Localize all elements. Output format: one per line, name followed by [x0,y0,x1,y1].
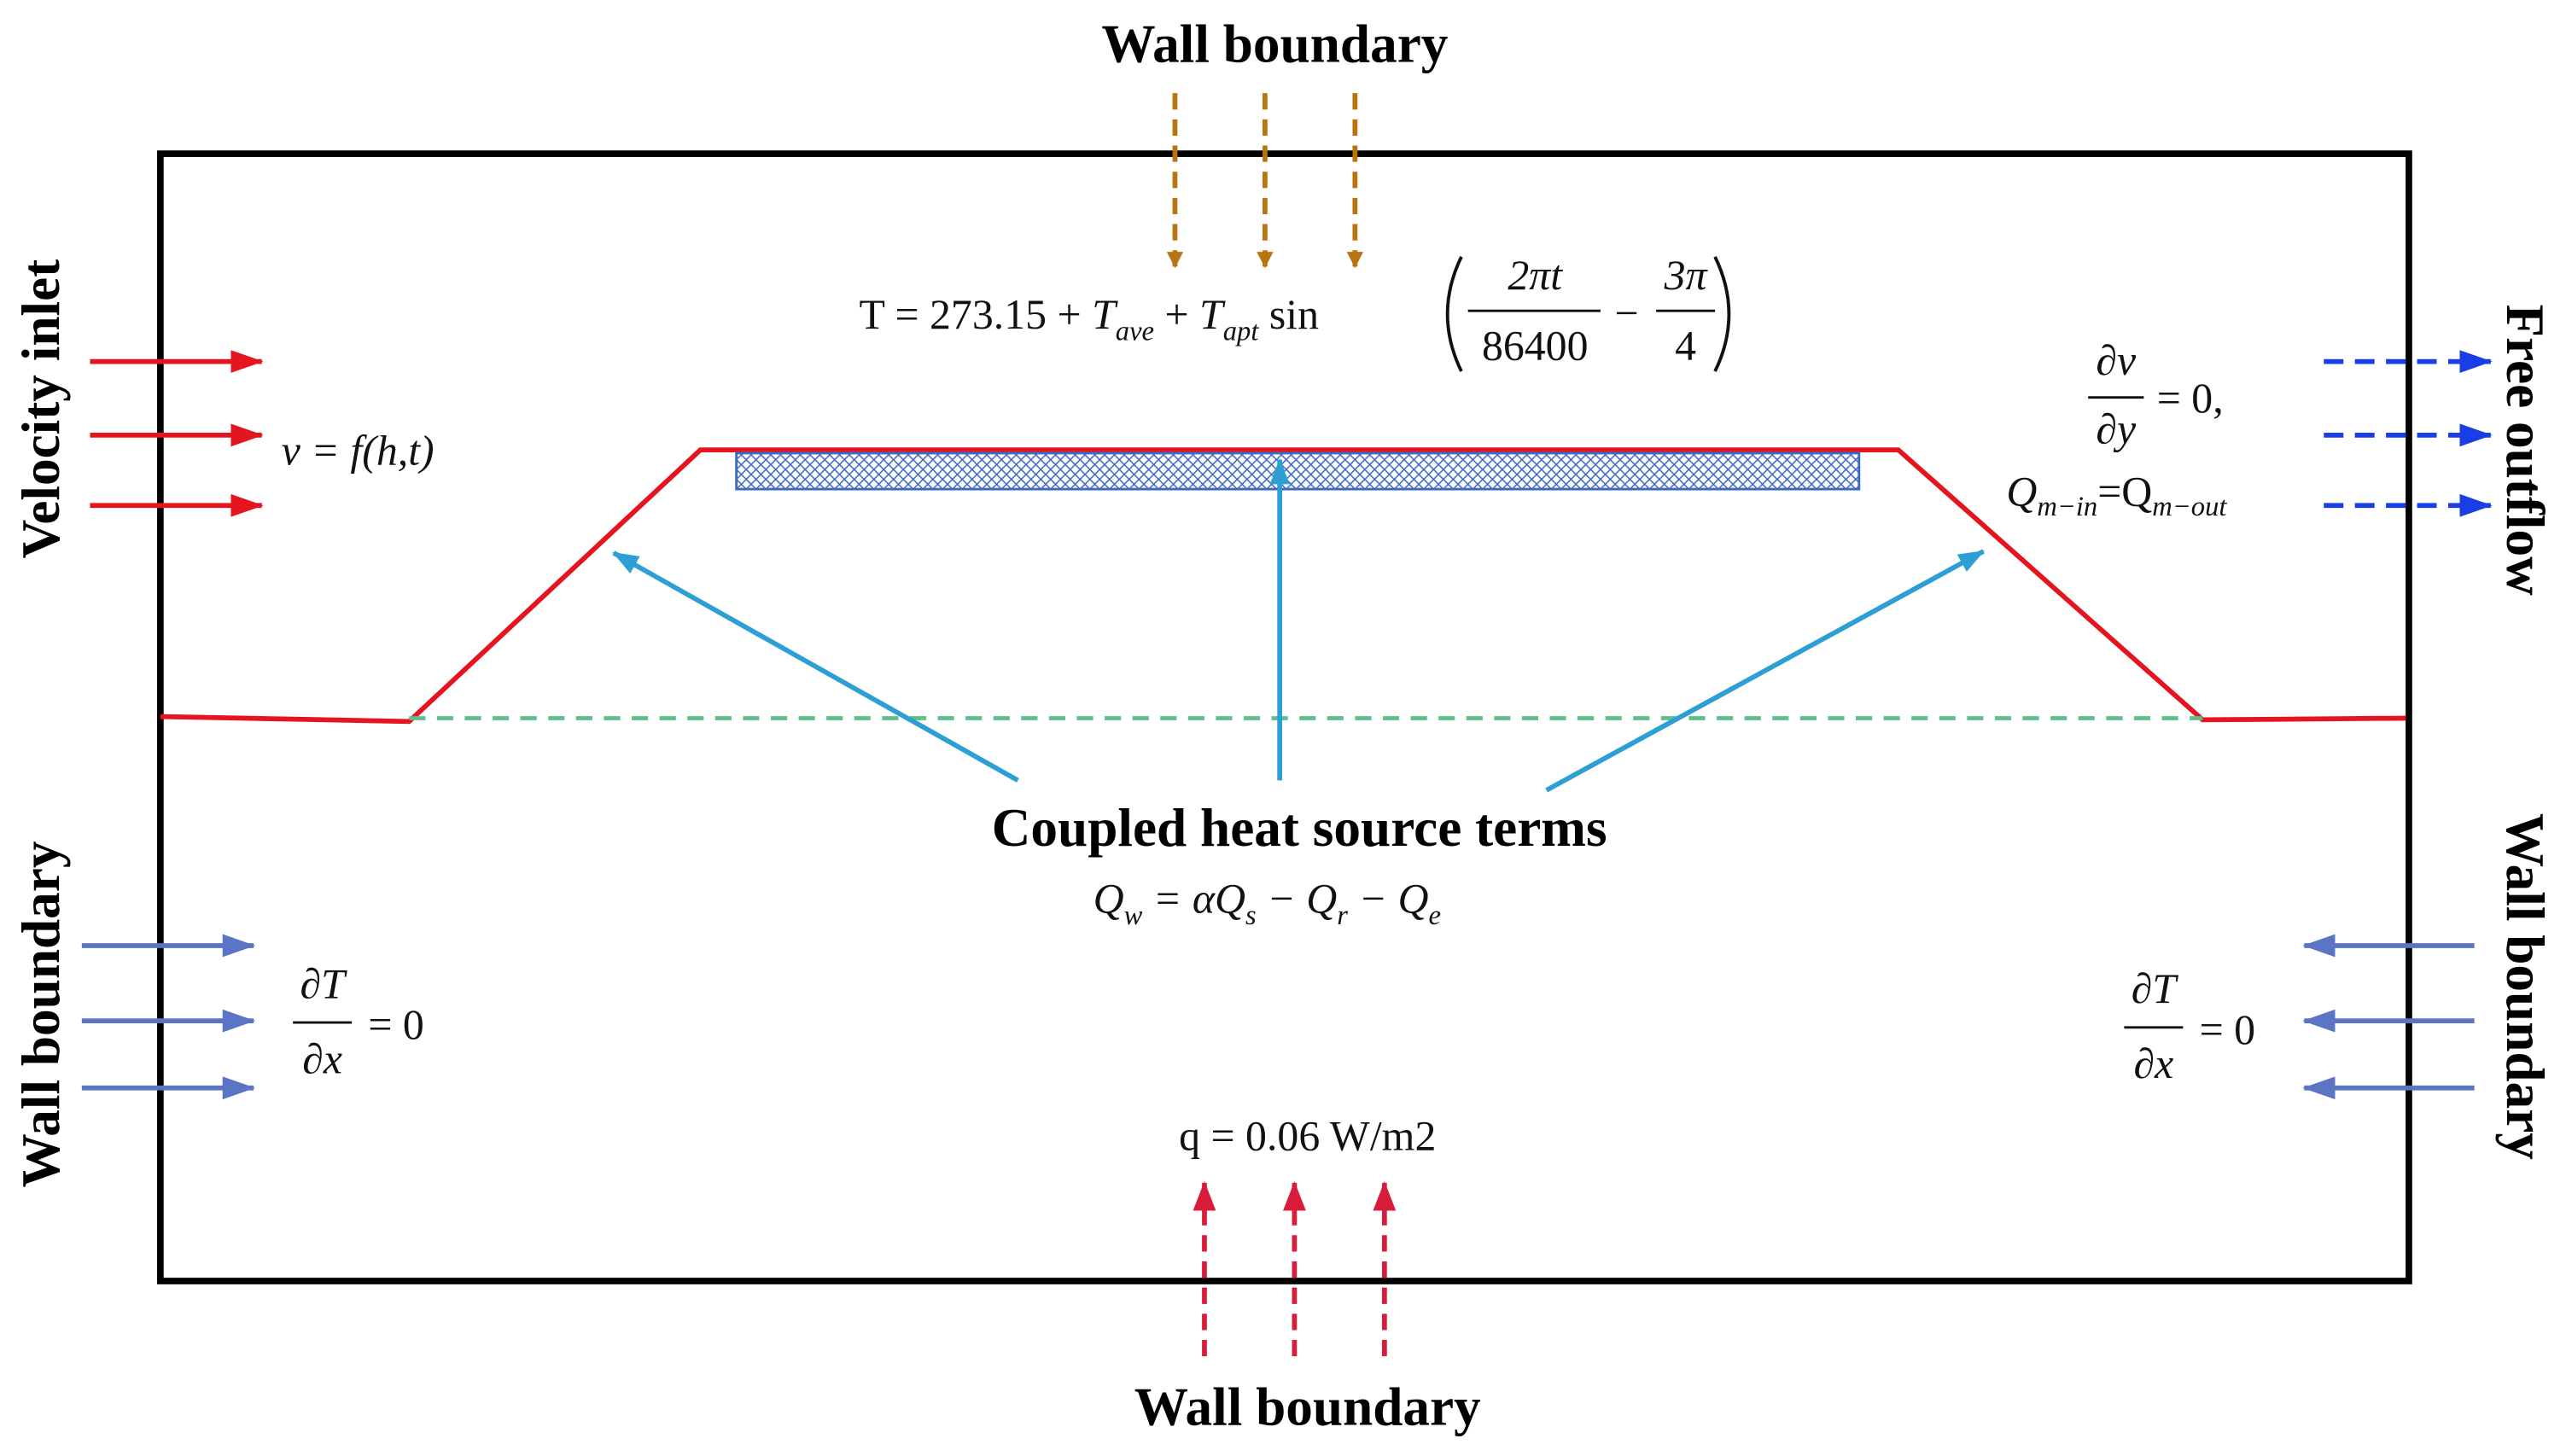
eq-part: sin [1258,291,1319,338]
eq-part: Q [2006,468,2037,515]
eq-text: T = 273.15 + Tave + Tapt sin [859,291,1319,347]
heat-equation: Qw = αQs − Qr − Qe [1093,876,1441,931]
eq-part: m−in [2037,492,2097,522]
eq-part: =Q [2097,468,2152,515]
eq-part: − Q [1257,876,1338,923]
inlet-arrows [90,350,264,517]
bottom-label: Wall boundary [1134,1377,1481,1437]
eq-part: ave [1116,317,1154,347]
eq-part: ∂T [2132,965,2179,1012]
inlet-label: Velocity inlet [11,259,71,559]
eq-part: = 0, [2157,375,2224,422]
eq-part: ∂T [300,960,347,1007]
left-wall-arrows [81,934,256,1100]
paren [1445,256,1463,372]
eq-part: s [1245,900,1257,931]
eq-part: = αQ [1142,876,1245,923]
embankment-outline [160,447,2406,725]
eq-part: = 0 [2200,1006,2255,1053]
top-equation: T = 273.15 + Tave + Tapt sin 2πt 86400 −… [859,252,1731,372]
top-label: Wall boundary [1101,15,1448,74]
eq-part: r [1337,900,1348,931]
left-wall-label: Wall boundary [11,841,71,1187]
eq-part: − Q [1348,876,1429,923]
right-wall-label: Wall boundary [2495,813,2555,1160]
eq-part: ∂y [2096,405,2137,452]
eq-part: = 0 [368,1001,423,1048]
bottom-arrows [1193,1181,1397,1357]
inlet-equation: v = f(h,t) [282,427,434,474]
eq-part: ∂v [2096,337,2137,384]
eq-part: + [1154,291,1199,338]
outflow-equation: ∂v ∂y = 0, Qm−in=Qm−out [2006,337,2227,522]
eq-part: − [1615,289,1639,336]
right-wall-arrows [2302,934,2475,1100]
outflow-label: Free outflow [2495,304,2555,596]
outflow-arrows [2324,350,2493,517]
eq-part: apt [1223,317,1260,347]
eq-part: ∂x [2134,1040,2174,1087]
eq-part: Q [1093,876,1124,923]
eq-part: T [1092,291,1118,338]
left-gradient: ∂T ∂x = 0 [293,960,424,1083]
pavement-layer [735,451,1861,491]
right-gradient: ∂T ∂x = 0 [2124,965,2255,1087]
heat-label: Coupled heat source terms [992,798,1607,858]
eq-part: w [1124,900,1143,931]
eq-part: m−out [2152,492,2227,522]
eq-part: 4 [1675,323,1696,370]
eq-part: T [1199,291,1226,338]
eq-part: 86400 [1482,323,1589,370]
top-arrows [1166,93,1363,269]
eq-part: 2πt [1508,252,1563,299]
eq-part: e [1428,900,1440,931]
eq-part: ∂x [302,1036,342,1083]
bottom-equation: q = 0.06 W/m2 [1179,1113,1436,1160]
eq-part: T = 273.15 + [859,291,1092,338]
eq-part: 3π [1664,252,1709,299]
heat-arrows [612,457,1986,793]
eq-text: Qm−in=Qm−out [2006,468,2227,522]
paren [1713,256,1731,372]
